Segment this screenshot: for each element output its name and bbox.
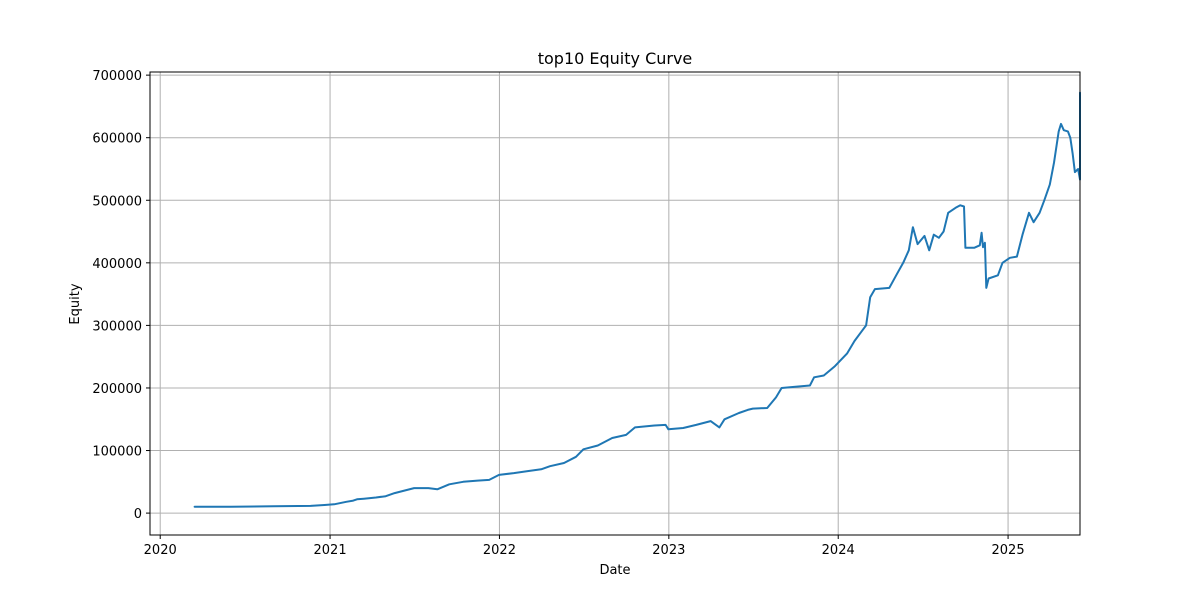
y-tick-label: 500000 — [92, 194, 142, 209]
x-tick-label: 2022 — [483, 543, 516, 558]
series-lines — [193, 91, 1081, 508]
x-tick-label: 2021 — [314, 543, 347, 558]
x-tick-label: 2023 — [652, 543, 685, 558]
x-axis-title: Date — [599, 563, 630, 578]
y-tick-label: 300000 — [92, 319, 142, 334]
equity-series-line — [193, 91, 1081, 508]
x-tick-label: 2025 — [992, 543, 1025, 558]
plot-frame — [149, 71, 1081, 536]
y-tick-label: 700000 — [92, 69, 142, 84]
y-tick-label: 600000 — [92, 132, 142, 147]
y-tick-label: 100000 — [92, 445, 142, 460]
x-tick-label: 2024 — [822, 543, 855, 558]
y-axis-title: Equity — [68, 283, 83, 324]
y-tick-label: 400000 — [92, 257, 142, 272]
y-tick-label: 0 — [134, 507, 142, 522]
grid-lines — [150, 72, 1080, 535]
axis-ticks: 2020 2021 2022 2023 2024 2025 0 100000 200000 300… — [92, 69, 1024, 558]
y-tick-label: 200000 — [92, 382, 142, 397]
x-tick-label: 2020 — [144, 543, 177, 558]
chart-title: top10 Equity Curve — [538, 49, 693, 68]
